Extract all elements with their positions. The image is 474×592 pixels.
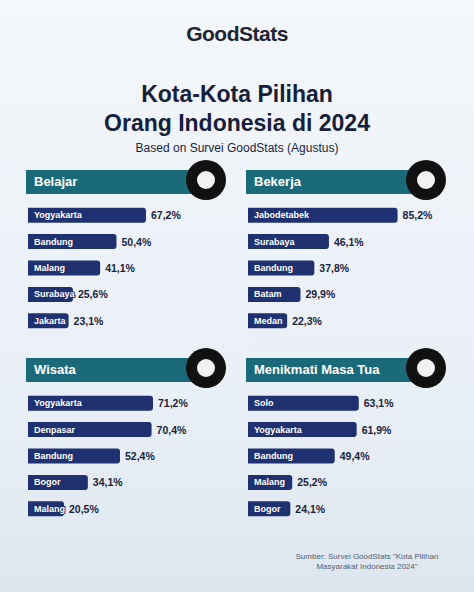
svg-text:23,1%: 23,1% (74, 315, 104, 327)
svg-text:Malang: Malang (254, 477, 285, 487)
svg-text:50,4%: 50,4% (121, 236, 151, 248)
svg-text:Surabaya: Surabaya (34, 289, 76, 299)
svg-text:46,1%: 46,1% (334, 236, 364, 248)
html-text:Wisata: Wisata (34, 362, 76, 377)
svg-text:Bogor: Bogor (34, 477, 61, 487)
svg-text:63,1%: 63,1% (364, 397, 394, 409)
svg-text:34,1%: 34,1% (93, 476, 123, 488)
html-text:Sumber: Survei GoodStats "Kota: Sumber: Survei GoodStats "Kota Pilihan M… (295, 552, 439, 571)
html-text:Belajar: Belajar (34, 174, 78, 189)
svg-text:41,1%: 41,1% (105, 262, 135, 274)
svg-text:Bogor: Bogor (254, 504, 281, 514)
svg-text:85,2%: 85,2% (403, 209, 433, 221)
svg-text:Batam: Batam (254, 289, 282, 299)
svg-text:37,8%: 37,8% (319, 262, 349, 274)
svg-text:Medan: Medan (254, 316, 283, 326)
svg-text:20,5%: 20,5% (69, 503, 99, 515)
svg-text:Malang: Malang (34, 504, 65, 514)
svg-text:Surabaya: Surabaya (254, 237, 296, 247)
svg-text:25,2%: 25,2% (297, 476, 327, 488)
svg-text:Jabodetabek: Jabodetabek (254, 210, 310, 220)
svg-text:Bandung: Bandung (34, 451, 73, 461)
svg-text:Jakarta: Jakarta (34, 316, 67, 326)
svg-text:Bandung: Bandung (254, 451, 293, 461)
html-text:Kota-Kota Pilihan: Kota-Kota Pilihan (141, 81, 333, 107)
svg-text:49,4%: 49,4% (340, 450, 370, 462)
svg-text:Yogyakarta: Yogyakarta (254, 425, 303, 435)
svg-text:Yogyakarta: Yogyakarta (34, 210, 83, 220)
svg-text:Malang: Malang (34, 263, 65, 273)
svg-text:70,4%: 70,4% (157, 424, 187, 436)
html-text:Based on Survei GoodStats (Agu: Based on Survei GoodStats (Agustus) (135, 141, 339, 155)
svg-text:67,2%: 67,2% (151, 209, 181, 221)
svg-text:61,9%: 61,9% (362, 424, 392, 436)
svg-text:Solo: Solo (254, 398, 274, 408)
svg-text:29,9%: 29,9% (305, 288, 335, 300)
svg-text:71,2%: 71,2% (158, 397, 188, 409)
svg-text:Bandung: Bandung (254, 263, 293, 273)
svg-text:Denpasar: Denpasar (34, 425, 76, 435)
svg-text:22,3%: 22,3% (292, 315, 322, 327)
svg-text:24,1%: 24,1% (295, 503, 325, 515)
svg-text:Yogyakarta: Yogyakarta (34, 398, 83, 408)
svg-text:25,6%: 25,6% (78, 288, 108, 300)
html-text:Bekerja: Bekerja (254, 174, 301, 189)
svg-text:Bandung: Bandung (34, 237, 73, 247)
svg-text:52,4%: 52,4% (125, 450, 155, 462)
html-text:Orang Indonesia di 2024: Orang Indonesia di 2024 (104, 110, 370, 136)
html-text:GoodStats: GoodStats (186, 22, 288, 45)
html-text:Menikmati Masa Tua: Menikmati Masa Tua (254, 362, 380, 377)
